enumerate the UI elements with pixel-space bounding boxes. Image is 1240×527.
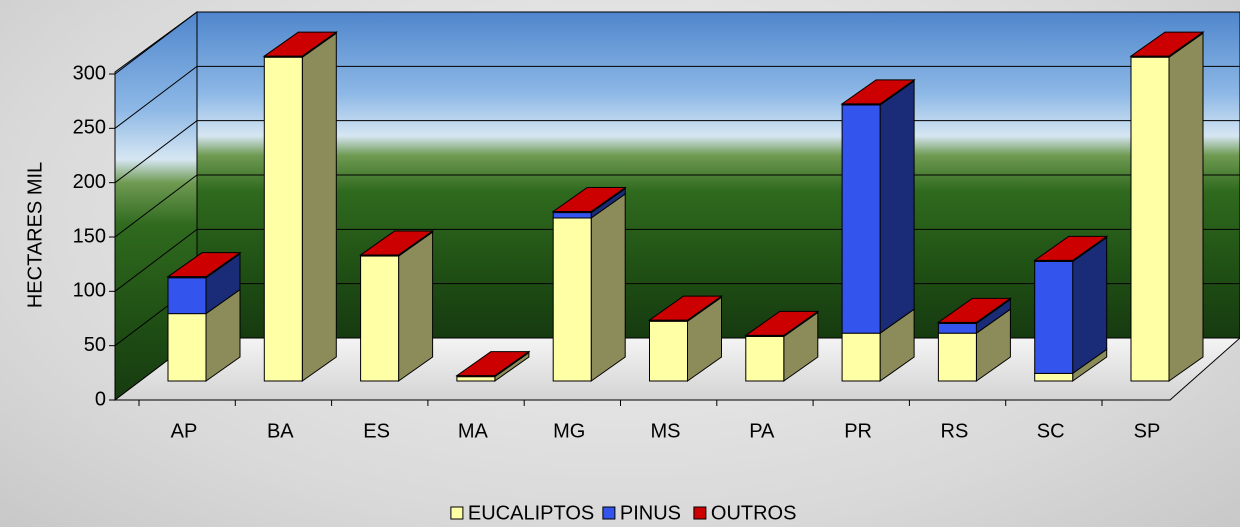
legend-label: OUTROS bbox=[711, 502, 797, 524]
bar-top bbox=[936, 297, 1012, 323]
y-tick-label: 150 bbox=[73, 225, 106, 247]
y-tick-label: 250 bbox=[73, 117, 106, 139]
bar bbox=[360, 255, 400, 382]
bar-top bbox=[744, 310, 820, 336]
bar-side bbox=[590, 193, 626, 382]
bar-top bbox=[647, 295, 724, 321]
bar-side bbox=[398, 231, 434, 382]
bar bbox=[841, 104, 881, 334]
x-tick-label: SC bbox=[1037, 420, 1065, 442]
bar bbox=[167, 277, 207, 315]
x-tick-label: RS bbox=[941, 420, 969, 442]
bar-side bbox=[879, 80, 915, 335]
bar-top bbox=[1129, 31, 1205, 57]
y-axis-label: HECTARES MIL bbox=[24, 162, 46, 308]
x-tick-label: PR bbox=[844, 420, 872, 442]
y-tick-label: 100 bbox=[73, 280, 106, 302]
y-tick-label: 200 bbox=[73, 171, 106, 193]
bar bbox=[1130, 56, 1170, 382]
legend-label: EUCALIPTOS bbox=[468, 502, 594, 524]
bar-side bbox=[301, 32, 337, 382]
bar-top bbox=[262, 31, 338, 57]
bar bbox=[745, 335, 785, 382]
bar bbox=[167, 313, 207, 382]
x-tick-label: SP bbox=[1134, 420, 1161, 442]
x-tick-label: MA bbox=[458, 420, 489, 442]
bar bbox=[1034, 372, 1074, 382]
bar bbox=[552, 212, 592, 219]
bar-top bbox=[1033, 235, 1109, 261]
grid-line bbox=[114, 65, 1240, 129]
bar-top bbox=[166, 252, 242, 278]
bar-side bbox=[1168, 32, 1204, 382]
bar bbox=[937, 322, 977, 334]
x-tick-label: MS bbox=[651, 420, 681, 442]
x-tick-label: AP bbox=[171, 420, 198, 442]
legend-swatch bbox=[693, 506, 707, 520]
legend-swatch bbox=[450, 506, 464, 520]
x-tick-label: BA bbox=[267, 420, 294, 442]
bar bbox=[1034, 260, 1074, 374]
x-tick-label: MG bbox=[553, 420, 585, 442]
bar bbox=[456, 376, 496, 382]
y-tick-label: 300 bbox=[73, 62, 106, 84]
bar-top bbox=[455, 351, 531, 377]
y-tick-label: 0 bbox=[95, 388, 106, 410]
legend-label: PINUS bbox=[620, 502, 681, 524]
bar-top bbox=[840, 79, 916, 105]
bar bbox=[552, 217, 592, 382]
x-tick-label: ES bbox=[363, 420, 390, 442]
y-tick-label: 50 bbox=[84, 334, 106, 356]
bar-top bbox=[359, 230, 435, 256]
bar bbox=[649, 320, 688, 382]
grid-line bbox=[114, 11, 1240, 75]
legend: EUCALIPTOS PINUS OUTROS bbox=[450, 502, 797, 524]
x-tick-label: PA bbox=[749, 420, 775, 442]
legend-swatch bbox=[602, 506, 616, 520]
bar bbox=[841, 332, 881, 382]
bar bbox=[263, 56, 303, 382]
bar bbox=[937, 332, 977, 382]
bar-top bbox=[551, 186, 627, 212]
